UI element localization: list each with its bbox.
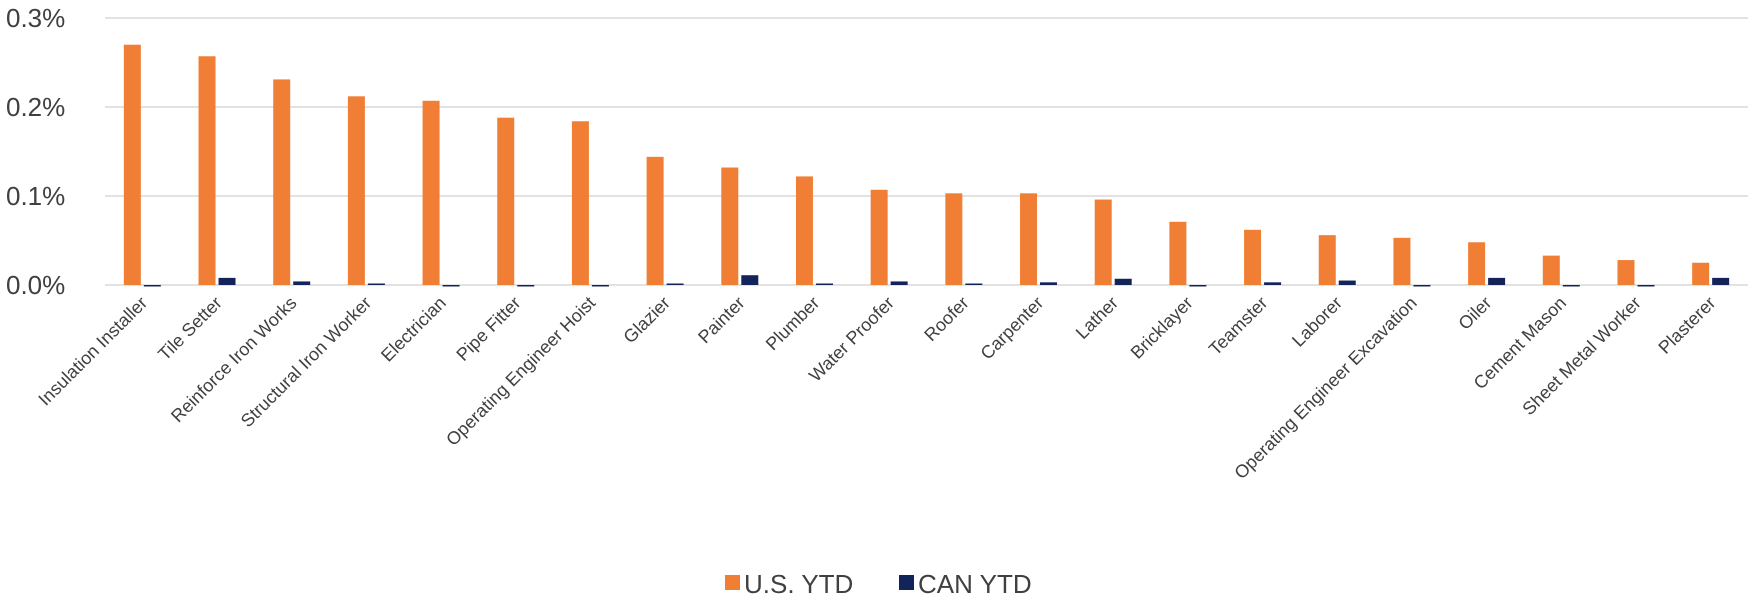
bar-can-ytd (1264, 282, 1282, 285)
bar-can-ytd (1413, 285, 1431, 287)
x-category-label: Bricklayer (1127, 293, 1197, 363)
x-category-label: Plumber (762, 293, 824, 355)
x-category-label: Tile Setter (154, 293, 226, 365)
bar-us-ytd (1169, 221, 1187, 285)
bar-can-ytd (591, 285, 609, 287)
bar-can-ytd (741, 275, 759, 285)
bar-us-ytd (571, 121, 589, 286)
x-category-label: Laborer (1288, 293, 1346, 351)
legend: U.S. YTD CAN YTD (725, 569, 1032, 599)
bar-can-ytd (1114, 278, 1132, 285)
bar-can-ytd (890, 281, 908, 285)
bar-us-ytd (1318, 235, 1336, 285)
bar-us-ytd (1542, 255, 1560, 285)
bar-us-ytd (646, 156, 664, 285)
bar-us-ytd (422, 100, 440, 286)
x-category-label: Glazier (619, 293, 673, 347)
bar-us-ytd (721, 167, 739, 285)
y-tick-label: 0.3% (6, 3, 65, 33)
legend-swatch (899, 575, 914, 590)
bar-can-ytd (1040, 282, 1058, 285)
bar-can-ytd (293, 281, 311, 285)
bar-can-ytd (442, 285, 460, 287)
x-category-label: Plasterer (1654, 293, 1719, 358)
x-category-label: Pipe Fitter (452, 293, 524, 365)
bar-can-ytd (367, 283, 385, 285)
bar-can-ytd (517, 285, 535, 287)
bar-us-ytd (1393, 237, 1411, 285)
bar-us-ytd (198, 56, 216, 285)
bar-us-ytd (1094, 199, 1112, 285)
x-category-label: Reinforce Iron Works (167, 293, 300, 426)
bar-us-ytd (347, 96, 365, 285)
bar-us-ytd (795, 176, 813, 285)
y-axis-tick-labels: 0.0% 0.1% 0.2% 0.3% (6, 3, 65, 300)
bar-us-ytd (273, 79, 291, 285)
legend-swatch (725, 575, 740, 590)
bar-us-ytd (1617, 260, 1635, 285)
bar-can-ytd (218, 277, 236, 285)
bar-can-ytd (1637, 285, 1655, 287)
x-category-label: Electrician (377, 293, 450, 366)
bar-can-ytd (965, 283, 983, 285)
bar-can-ytd (666, 283, 684, 285)
bar-us-ytd (497, 117, 515, 286)
bar-can-ytd (1562, 285, 1580, 287)
x-category-label: Teamster (1205, 293, 1271, 359)
bar-can-ytd (1712, 277, 1730, 285)
bar-can-ytd (1189, 285, 1207, 287)
bar-us-ytd (1692, 262, 1710, 285)
bar-us-ytd (870, 189, 888, 285)
bar-can-ytd (1488, 277, 1506, 285)
x-category-label: Carpenter (977, 293, 1048, 364)
bars (123, 44, 1730, 287)
x-category-label: Oiler (1454, 293, 1495, 334)
x-category-label: Insulation Installer (34, 293, 151, 410)
legend-label: CAN YTD (918, 569, 1032, 599)
bar-us-ytd (945, 193, 963, 285)
x-category-label: Structural Iron Worker (237, 293, 375, 431)
y-tick-label: 0.1% (6, 181, 65, 211)
y-tick-label: 0.2% (6, 92, 65, 122)
x-category-label: Lather (1072, 293, 1122, 343)
bar-can-ytd (143, 285, 161, 287)
legend-label: U.S. YTD (744, 569, 853, 599)
x-category-label: Painter (694, 293, 748, 347)
bar-us-ytd (1020, 193, 1038, 285)
bar-us-ytd (1244, 229, 1262, 285)
bar-can-ytd (815, 283, 833, 285)
y-tick-label: 0.0% (6, 270, 65, 300)
bar-us-ytd (123, 44, 141, 286)
x-category-label: Operating Engineer Hoist (442, 293, 599, 450)
x-axis-category-labels: Insulation Installer Tile SetterReinforce… (34, 293, 1719, 483)
bar-can-ytd (1338, 280, 1356, 285)
bar-us-ytd (1468, 242, 1486, 285)
x-category-label: Roofer (920, 293, 972, 345)
